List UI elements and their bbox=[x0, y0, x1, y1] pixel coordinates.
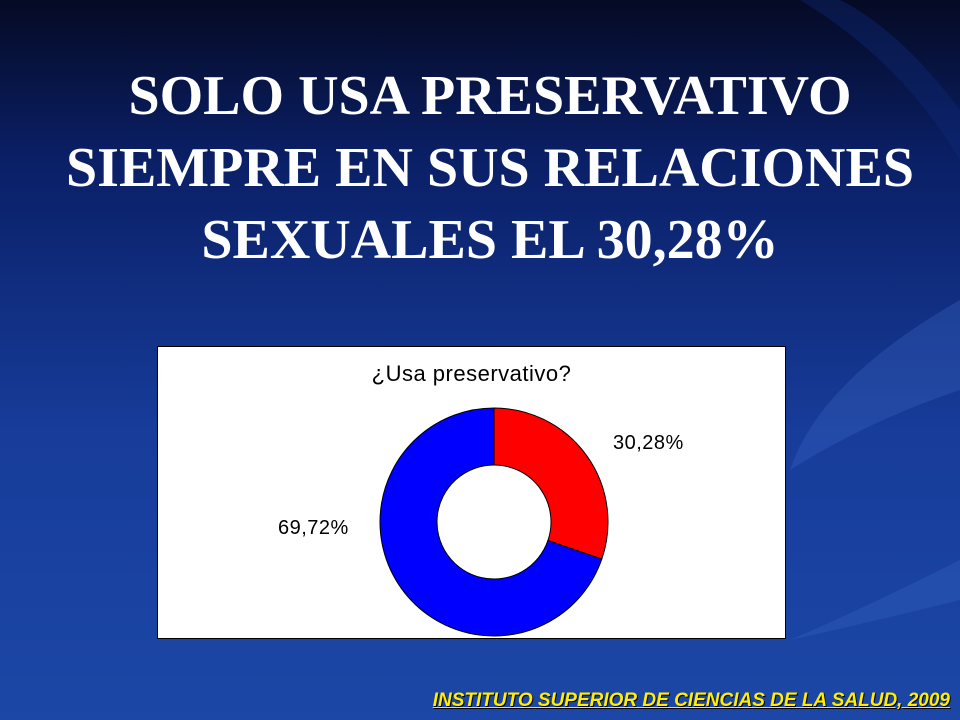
slide-title-line-3: SEXUALES EL 30,28% bbox=[201, 209, 779, 271]
doughnut-chart bbox=[379, 407, 609, 637]
slice-label-0: 30,28% bbox=[613, 432, 684, 454]
footer-institution: INSTITUTO SUPERIOR DE CIENCIAS DE LA SAL… bbox=[432, 690, 950, 711]
slice-label-1: 69,72% bbox=[278, 517, 349, 539]
doughnut-slice-1 bbox=[379, 407, 603, 637]
doughnut-slice-0 bbox=[493, 407, 609, 560]
chart-container: ¿Usa preservativo? 30,28% 69,72% bbox=[157, 346, 786, 639]
slide-title-line-2: SIEMPRE EN SUS RELACIONES bbox=[66, 137, 914, 199]
slide-title-line-1: SOLO USA PRESERVATIVO bbox=[128, 65, 852, 127]
chart-title: ¿Usa preservativo? bbox=[371, 361, 572, 386]
slide-title: SOLO USA PRESERVATIVO SIEMPRE EN SUS REL… bbox=[40, 60, 940, 276]
